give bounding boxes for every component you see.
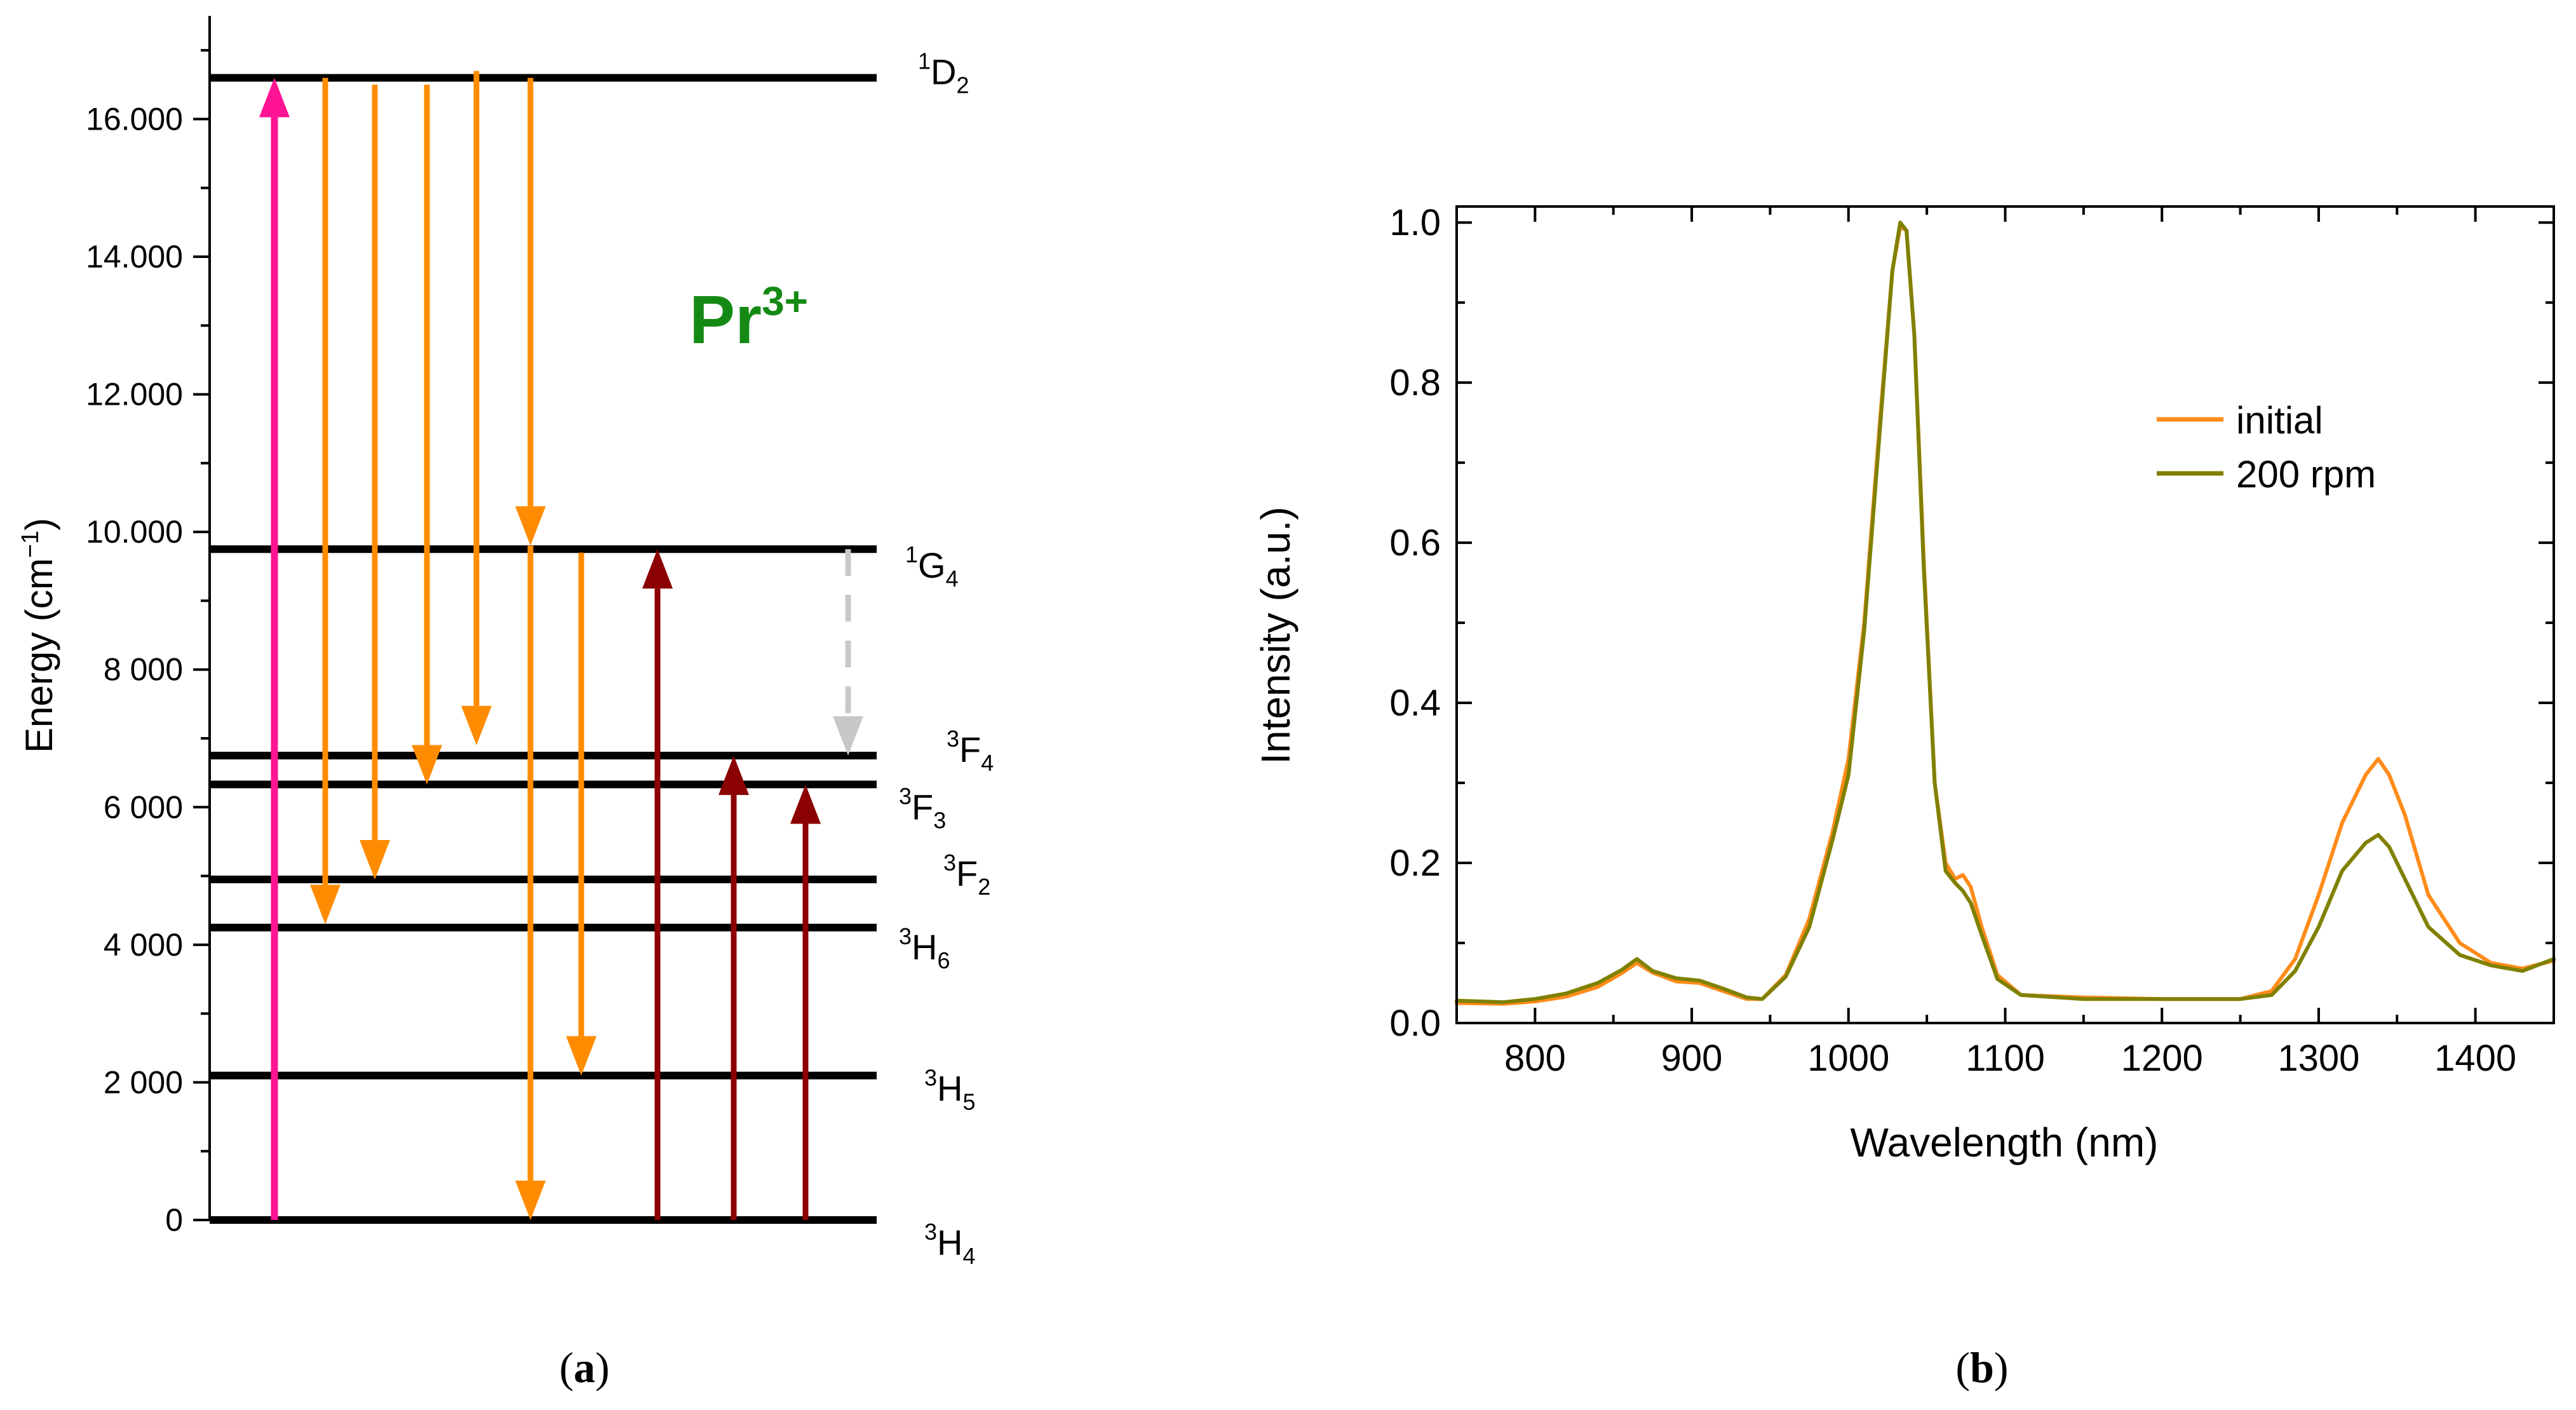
energy-level-label: 3H4 (924, 1219, 976, 1269)
level-j: 6 (937, 947, 950, 973)
legend-200rpm-label: 200 rpm (2236, 453, 2376, 496)
transition-arrow-head (642, 549, 673, 589)
level-j: 4 (981, 750, 994, 776)
energy-tick-label: 14.000 (86, 239, 183, 275)
energy-tick-label: 12.000 (86, 377, 183, 412)
transition-arrow-head (515, 506, 546, 546)
energy-level-diagram: 0 2 000 4 000 6 000 8 000 10.000 12.000 14.000 1… (17, 16, 994, 1392)
energy-level-label: 3F3 (899, 783, 946, 834)
y-tick-label: 0.8 (1389, 362, 1441, 403)
level-j: 5 (962, 1089, 975, 1115)
transition-arrow-head (360, 839, 390, 879)
emission-spectrum-chart: 800 900 1000 1100 1200 1300 1400 0.0 0.2 0.4 0.6 0.… (1253, 202, 2556, 1392)
transition-arrow-head (310, 885, 341, 925)
series-line-200rpm (1455, 220, 2556, 1005)
energy-level-label: 1G4 (905, 541, 959, 592)
transition-arrow-head (566, 1036, 597, 1076)
x-tick-label: 800 (1504, 1038, 1566, 1079)
level-multiplicity: 1 (918, 48, 931, 74)
level-multiplicity: 3 (924, 1219, 937, 1245)
transition-arrow-head (790, 784, 821, 824)
energy-axis-label-close: ) (18, 518, 60, 531)
energy-axis-label-exponent: −1 (17, 531, 44, 558)
level-j: 2 (956, 72, 969, 98)
spectrum-axis-ticks: 800 900 1000 1100 1200 1300 1400 0.0 0.2 0.4 0.6 0.… (1389, 202, 2555, 1079)
energy-level-label: 3H5 (924, 1065, 976, 1115)
legend-initial-label: initial (2236, 399, 2323, 442)
x-tick-label: 1000 (1807, 1038, 1889, 1079)
level-term: D (931, 51, 956, 92)
level-j: 2 (978, 874, 990, 900)
transition-arrow-head (718, 756, 749, 796)
level-multiplicity: 1 (905, 541, 918, 567)
transition-arrow-head (833, 716, 863, 756)
y-tick-label: 0.2 (1389, 843, 1441, 884)
level-term: H (937, 1069, 962, 1109)
y-tick-label: 0.6 (1389, 522, 1441, 564)
x-tick-label: 1200 (2121, 1038, 2203, 1079)
x-tick-label: 1100 (1966, 1038, 2045, 1079)
transition-arrow-head (412, 745, 442, 785)
energy-axis-ticks: 0 2 000 4 000 6 000 8 000 10.000 12.000 14.000 1… (86, 49, 210, 1238)
series-line-initial (1455, 224, 2556, 1006)
x-axis-label: Wavelength (nm) (1851, 1120, 2159, 1165)
x-tick-label: 1300 (2277, 1038, 2359, 1079)
plot-frame (1455, 205, 2555, 1024)
energy-level-label: 1D2 (918, 48, 969, 98)
level-multiplicity: 3 (924, 1065, 937, 1091)
energy-tick-label: 10.000 (86, 514, 183, 550)
energy-tick-label: 4 000 (104, 927, 183, 963)
y-tick-label: 0.0 (1389, 1003, 1441, 1044)
ion-base: Pr (689, 281, 762, 358)
panel-a-caption-open: ( (559, 1343, 574, 1392)
energy-axis-label-main: Energy (cm (18, 558, 60, 753)
ion-label: Pr3+ (689, 278, 808, 358)
level-term: F (956, 853, 978, 893)
level-multiplicity: 3 (947, 726, 959, 752)
energy-level-label: 3F2 (943, 850, 990, 900)
x-tick-label: 1400 (2434, 1038, 2516, 1079)
panel-a-caption-letter: a (574, 1343, 595, 1392)
level-term: H (912, 927, 937, 967)
energy-tick-label: 16.000 (86, 101, 183, 137)
energy-level-label: 3H6 (899, 923, 950, 973)
y-tick-label: 0.4 (1389, 682, 1441, 724)
ion-charge: 3+ (762, 278, 808, 324)
energy-tick-label: 8 000 (104, 652, 183, 688)
spectrum-lines (1455, 220, 2556, 1006)
energy-level-label: 3F4 (947, 726, 994, 776)
transition-arrows (259, 71, 863, 1220)
transition-arrow-head (259, 78, 290, 118)
energy-axis-label: Energy (cm−1) (17, 518, 60, 753)
panel-b-caption-letter: b (1970, 1343, 1994, 1392)
transition-arrow-head (461, 705, 492, 745)
panel-b-caption-open: ( (1955, 1343, 1970, 1392)
panel-a-caption-close: ) (595, 1343, 610, 1392)
transition-arrow-head (515, 1181, 546, 1220)
y-tick-label: 1.0 (1389, 202, 1441, 243)
level-term: H (937, 1223, 962, 1263)
energy-tick-label: 0 (165, 1202, 183, 1238)
level-term: F (912, 787, 933, 827)
level-term: F (959, 729, 981, 769)
legend: initial 200 rpm (2157, 399, 2376, 496)
level-term: G (918, 545, 946, 585)
energy-tick-label: 6 000 (104, 789, 183, 825)
panel-a-caption: (a) (559, 1343, 609, 1392)
level-multiplicity: 3 (943, 850, 956, 876)
level-multiplicity: 3 (899, 923, 912, 949)
panel-b-caption: (b) (1955, 1343, 2008, 1392)
level-j: 4 (962, 1243, 975, 1269)
x-tick-label: 900 (1661, 1038, 1723, 1079)
level-j: 4 (946, 566, 959, 592)
level-j: 3 (933, 808, 946, 834)
y-axis-label: Intensity (a.u.) (1253, 506, 1298, 764)
panel-b-caption-close: ) (1994, 1343, 2009, 1392)
level-multiplicity: 3 (899, 783, 912, 810)
energy-tick-label: 2 000 (104, 1064, 183, 1100)
